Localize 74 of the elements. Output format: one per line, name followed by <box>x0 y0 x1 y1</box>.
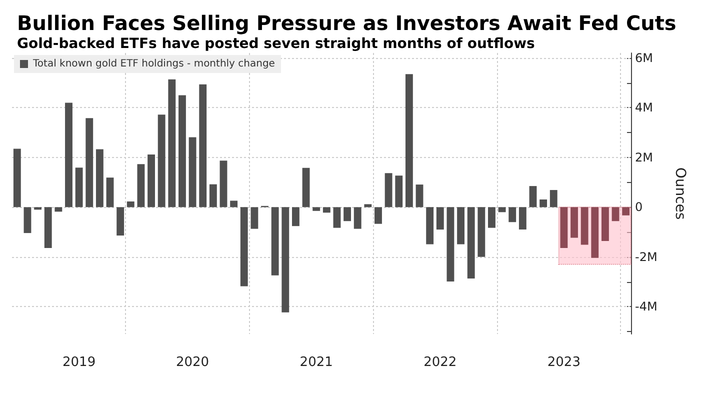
bar <box>13 148 21 208</box>
bar <box>126 201 134 208</box>
bar <box>220 160 228 208</box>
bar <box>384 173 392 208</box>
y-tick-label: -2M <box>635 250 658 264</box>
bar <box>188 137 196 208</box>
y-tick-label: 0 <box>635 200 643 214</box>
bar <box>322 207 330 213</box>
bar <box>137 164 145 208</box>
bar <box>44 207 52 248</box>
chart-subtitle: Gold-backed ETFs have posted seven straight months of outflows <box>17 36 535 52</box>
y-axis-title: Ounces <box>672 167 688 220</box>
bar <box>282 207 290 312</box>
x-tick-label: 2019 <box>62 355 96 370</box>
x-tick-label: 2021 <box>300 355 333 370</box>
bar <box>312 207 320 211</box>
bar <box>446 207 454 282</box>
bar <box>209 184 217 208</box>
bar <box>199 84 207 208</box>
bar <box>529 186 537 208</box>
bar <box>498 207 506 212</box>
bar <box>540 199 548 208</box>
y-tick-label: -4M <box>635 300 658 314</box>
bar <box>550 190 558 208</box>
x-tick-label: 2022 <box>424 355 457 370</box>
bar <box>168 79 176 208</box>
bar <box>302 168 310 208</box>
bar <box>34 207 42 210</box>
bar <box>622 207 630 216</box>
bar <box>333 207 341 228</box>
bar <box>612 207 620 222</box>
x-tick-label: 2023 <box>547 355 580 370</box>
bar <box>405 74 413 208</box>
bar <box>560 207 568 248</box>
bar <box>65 102 72 208</box>
bar <box>395 176 403 208</box>
bar <box>230 200 238 208</box>
bar <box>508 207 516 222</box>
bar <box>457 207 464 244</box>
bar <box>54 207 62 212</box>
bar <box>75 168 83 208</box>
bar <box>106 178 114 208</box>
bar <box>96 149 104 208</box>
bar <box>426 207 434 244</box>
bar <box>292 207 300 226</box>
chart-title: Bullion Faces Selling Pressure as Investors Await Fed Cuts <box>17 11 676 35</box>
bar <box>570 207 578 238</box>
bar <box>148 154 155 208</box>
bar <box>488 207 496 228</box>
x-tick-label: 2020 <box>176 355 210 370</box>
bar <box>591 207 599 258</box>
bar <box>416 184 424 208</box>
bar <box>116 207 124 236</box>
legend-label: Total known gold ETF holdings - monthly change <box>32 58 275 70</box>
bar <box>178 95 186 208</box>
bar <box>86 118 94 208</box>
bar <box>374 207 382 224</box>
bar <box>436 207 444 230</box>
bar <box>364 204 372 208</box>
bar <box>24 207 32 234</box>
bar <box>271 207 279 276</box>
y-tick-label: 6M <box>635 50 653 65</box>
bar <box>250 207 258 229</box>
bar <box>580 207 588 245</box>
y-tick-label: 4M <box>635 100 653 115</box>
bar <box>467 207 475 279</box>
bar <box>601 207 609 241</box>
bar <box>518 207 526 230</box>
bar <box>240 207 248 286</box>
bar <box>158 114 166 208</box>
bar <box>354 207 362 229</box>
bar <box>478 207 486 257</box>
bar <box>344 207 352 222</box>
y-tick-label: 2M <box>635 150 653 164</box>
